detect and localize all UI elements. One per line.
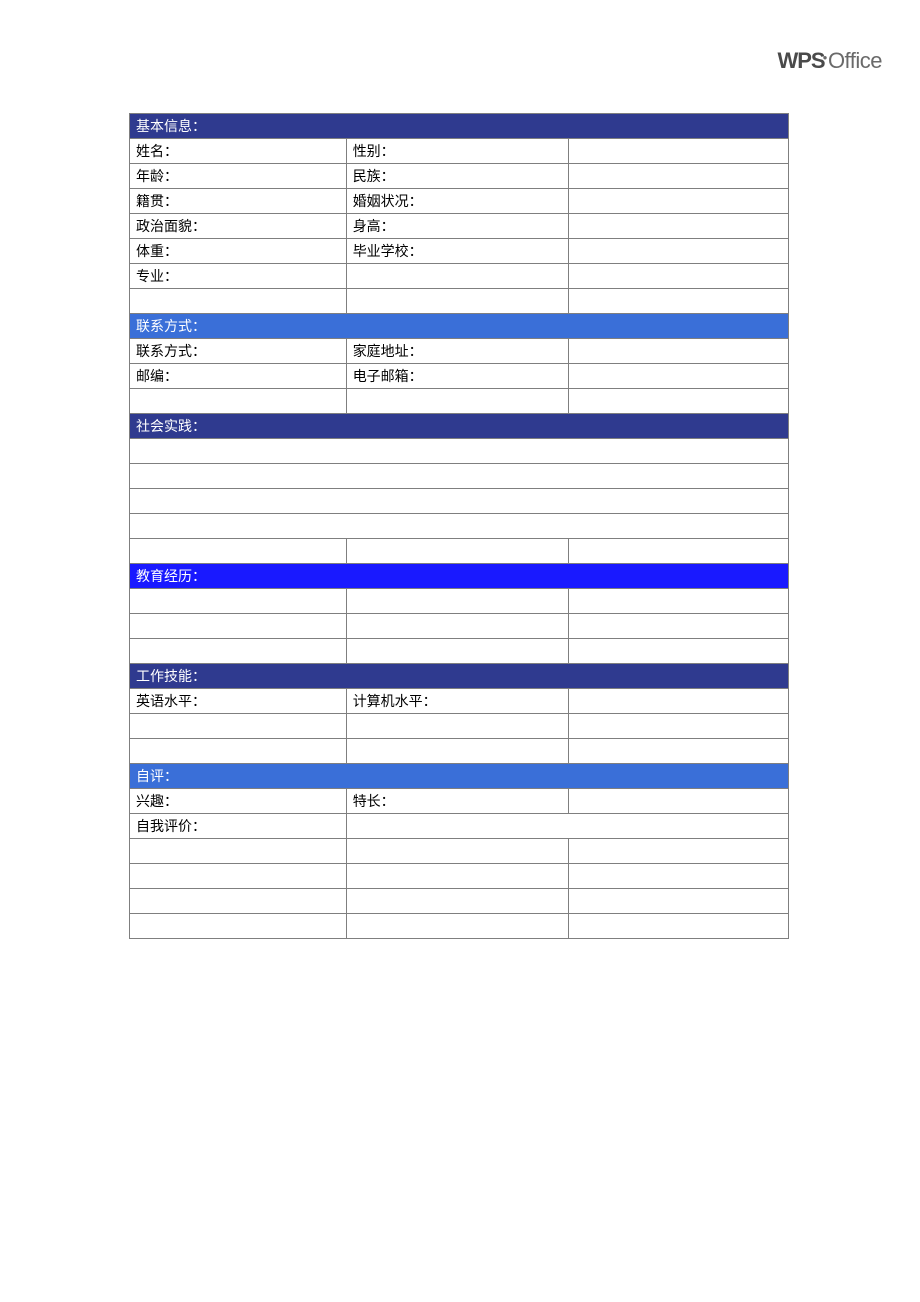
label-ethnicity: 民族： bbox=[346, 164, 569, 189]
label-political: 政治面貌： bbox=[130, 214, 347, 239]
cell-contact-r2c1 bbox=[130, 389, 347, 414]
logo-bold-text: WPS bbox=[777, 48, 824, 73]
label-weight: 体重： bbox=[130, 239, 347, 264]
cell-selfeval-r2c2 bbox=[346, 839, 569, 864]
cell-edu-r2c2 bbox=[346, 639, 569, 664]
label-specialty: 特长： bbox=[346, 789, 569, 814]
label-height: 身高： bbox=[346, 214, 569, 239]
cell-edu-r2c3 bbox=[569, 639, 789, 664]
label-computer: 计算机水平： bbox=[346, 689, 569, 714]
cell-social-full-0 bbox=[130, 439, 789, 464]
label-school: 毕业学校： bbox=[346, 239, 569, 264]
cell-edu-r0c2 bbox=[346, 589, 569, 614]
logo-dot: ● bbox=[823, 53, 827, 62]
label-major: 专业： bbox=[130, 264, 347, 289]
cell-basic-r2c3 bbox=[569, 189, 789, 214]
cell-basic-r5c3 bbox=[569, 264, 789, 289]
resume-form: 基本信息： 姓名： 性别： 年龄： 民族： 籍贯： 婚姻状况： 政治面貌： 身高… bbox=[129, 113, 789, 939]
cell-social-split-c3 bbox=[569, 539, 789, 564]
section-header-selfeval: 自评： bbox=[130, 764, 789, 789]
cell-basic-r5c2 bbox=[346, 264, 569, 289]
label-marital: 婚姻状况： bbox=[346, 189, 569, 214]
cell-skills-r1c1 bbox=[130, 714, 347, 739]
label-english: 英语水平： bbox=[130, 689, 347, 714]
cell-edu-r0c1 bbox=[130, 589, 347, 614]
label-address: 家庭地址： bbox=[346, 339, 569, 364]
cell-skills-r2c1 bbox=[130, 739, 347, 764]
cell-social-split-c1 bbox=[130, 539, 347, 564]
cell-selfeval-r5c3 bbox=[569, 914, 789, 939]
cell-edu-r1c3 bbox=[569, 614, 789, 639]
label-interest: 兴趣： bbox=[130, 789, 347, 814]
cell-basic-r0c3 bbox=[569, 139, 789, 164]
cell-social-full-3 bbox=[130, 514, 789, 539]
section-header-basic-info: 基本信息： bbox=[130, 114, 789, 139]
cell-social-split-c2 bbox=[346, 539, 569, 564]
label-email: 电子邮箱： bbox=[346, 364, 569, 389]
cell-selfeval-r2c3 bbox=[569, 839, 789, 864]
cell-skills-r2c3 bbox=[569, 739, 789, 764]
label-gender: 性别： bbox=[346, 139, 569, 164]
cell-selfeval-r4c2 bbox=[346, 889, 569, 914]
cell-contact-r1c3 bbox=[569, 364, 789, 389]
cell-basic-r3c3 bbox=[569, 214, 789, 239]
label-postcode: 邮编： bbox=[130, 364, 347, 389]
cell-selfeval-r3c1 bbox=[130, 864, 347, 889]
cell-skills-r1c3 bbox=[569, 714, 789, 739]
cell-selfeval-r5c2 bbox=[346, 914, 569, 939]
cell-contact-r2c2 bbox=[346, 389, 569, 414]
resume-table: 基本信息： 姓名： 性别： 年龄： 民族： 籍贯： 婚姻状况： 政治面貌： 身高… bbox=[129, 113, 789, 939]
cell-selfeval-r4c3 bbox=[569, 889, 789, 914]
cell-skills-r1c2 bbox=[346, 714, 569, 739]
cell-social-full-2 bbox=[130, 489, 789, 514]
cell-selfeval-r5c1 bbox=[130, 914, 347, 939]
cell-selfeval-r0c3 bbox=[569, 789, 789, 814]
cell-edu-r1c1 bbox=[130, 614, 347, 639]
cell-contact-r0c3 bbox=[569, 339, 789, 364]
section-header-skills: 工作技能： bbox=[130, 664, 789, 689]
section-header-education: 教育经历： bbox=[130, 564, 789, 589]
label-selfeval: 自我评价： bbox=[130, 814, 347, 839]
cell-edu-r2c1 bbox=[130, 639, 347, 664]
label-name: 姓名： bbox=[130, 139, 347, 164]
cell-selfeval-r1c23 bbox=[346, 814, 788, 839]
cell-social-full-1 bbox=[130, 464, 789, 489]
cell-basic-r6c1 bbox=[130, 289, 347, 314]
label-age: 年龄： bbox=[130, 164, 347, 189]
section-header-social: 社会实践： bbox=[130, 414, 789, 439]
cell-basic-r4c3 bbox=[569, 239, 789, 264]
cell-selfeval-r2c1 bbox=[130, 839, 347, 864]
section-header-contact: 联系方式： bbox=[130, 314, 789, 339]
cell-edu-r0c3 bbox=[569, 589, 789, 614]
cell-basic-r1c3 bbox=[569, 164, 789, 189]
label-origin: 籍贯： bbox=[130, 189, 347, 214]
cell-edu-r1c2 bbox=[346, 614, 569, 639]
cell-basic-r6c3 bbox=[569, 289, 789, 314]
cell-skills-r2c2 bbox=[346, 739, 569, 764]
label-contact: 联系方式： bbox=[130, 339, 347, 364]
logo-light-text: Office bbox=[828, 48, 882, 73]
wps-office-logo: WPS●Office bbox=[777, 48, 882, 74]
cell-selfeval-r4c1 bbox=[130, 889, 347, 914]
cell-selfeval-r3c2 bbox=[346, 864, 569, 889]
cell-selfeval-r3c3 bbox=[569, 864, 789, 889]
cell-skills-r0c3 bbox=[569, 689, 789, 714]
cell-contact-r2c3 bbox=[569, 389, 789, 414]
cell-basic-r6c2 bbox=[346, 289, 569, 314]
